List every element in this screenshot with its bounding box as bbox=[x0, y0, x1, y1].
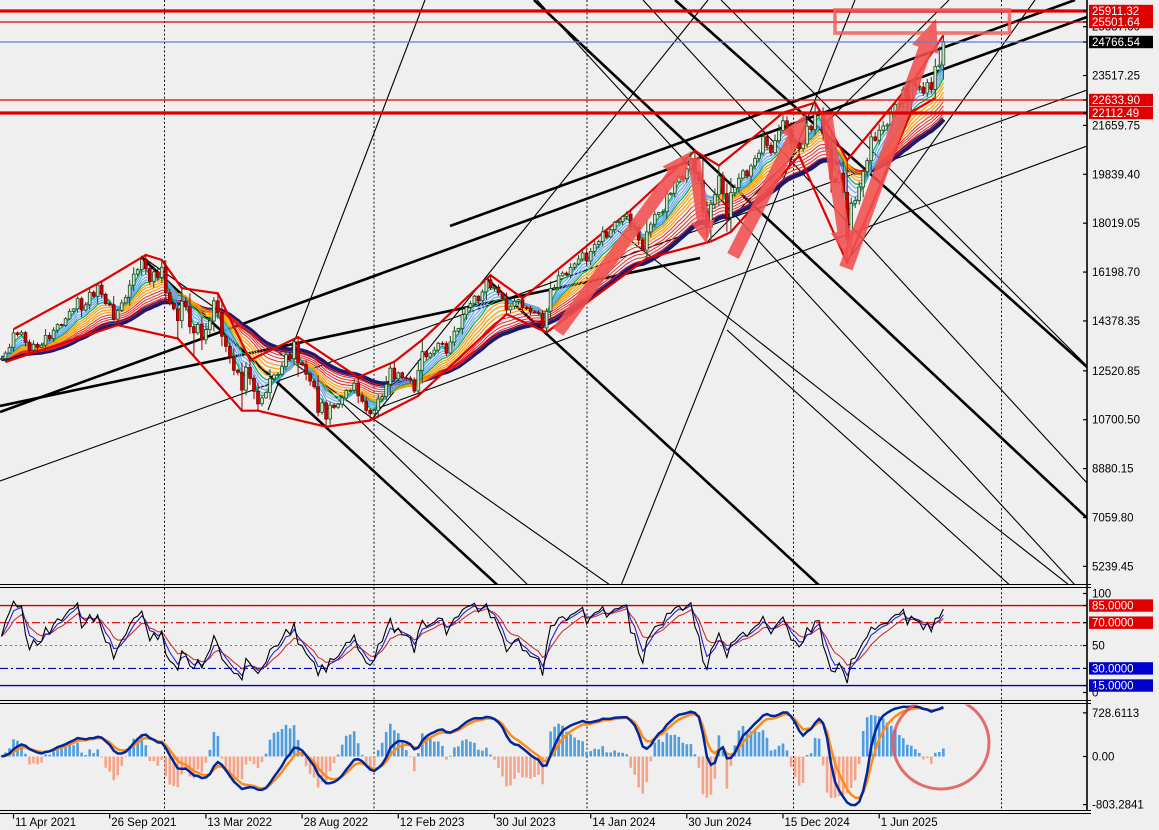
svg-text:25501.64: 25501.64 bbox=[1092, 17, 1141, 29]
svg-text:13 Mar 2022: 13 Mar 2022 bbox=[207, 817, 272, 829]
svg-text:0: 0 bbox=[1092, 688, 1098, 700]
svg-text:26 Sep 2021: 26 Sep 2021 bbox=[111, 817, 176, 829]
svg-text:30 Jun 2024: 30 Jun 2024 bbox=[688, 817, 752, 829]
svg-text:22633.90: 22633.90 bbox=[1092, 95, 1140, 107]
svg-text:5239.45: 5239.45 bbox=[1092, 561, 1134, 573]
svg-text:22112.49: 22112.49 bbox=[1092, 108, 1139, 120]
svg-text:0.00: 0.00 bbox=[1092, 752, 1114, 764]
svg-text:11 Apr 2021: 11 Apr 2021 bbox=[15, 817, 76, 829]
svg-text:70.0000: 70.0000 bbox=[1092, 618, 1134, 630]
svg-text:23517.25: 23517.25 bbox=[1092, 71, 1140, 83]
svg-text:8880.15: 8880.15 bbox=[1092, 464, 1134, 476]
svg-text:12520.85: 12520.85 bbox=[1092, 366, 1140, 378]
svg-text:21659.75: 21659.75 bbox=[1092, 120, 1140, 132]
svg-text:12 Feb 2023: 12 Feb 2023 bbox=[400, 817, 465, 829]
svg-text:18019.05: 18019.05 bbox=[1092, 218, 1140, 230]
svg-text:7059.80: 7059.80 bbox=[1092, 512, 1134, 524]
svg-text:24766.54: 24766.54 bbox=[1092, 37, 1141, 49]
svg-text:1 Jun 2025: 1 Jun 2025 bbox=[881, 817, 938, 829]
svg-text:85.0000: 85.0000 bbox=[1092, 601, 1134, 613]
svg-text:16198.70: 16198.70 bbox=[1092, 267, 1140, 279]
svg-text:15.0000: 15.0000 bbox=[1092, 681, 1134, 693]
svg-text:14 Jan 2024: 14 Jan 2024 bbox=[592, 817, 656, 829]
svg-text:30 Jul 2023: 30 Jul 2023 bbox=[496, 817, 555, 829]
svg-text:25911.32: 25911.32 bbox=[1092, 6, 1139, 18]
svg-text:28 Aug 2022: 28 Aug 2022 bbox=[304, 817, 369, 829]
svg-text:50: 50 bbox=[1092, 641, 1105, 653]
svg-text:15 Dec 2024: 15 Dec 2024 bbox=[785, 817, 851, 829]
svg-text:100: 100 bbox=[1092, 589, 1111, 601]
svg-text:14378.35: 14378.35 bbox=[1092, 316, 1140, 328]
svg-text:-803.2841: -803.2841 bbox=[1092, 800, 1144, 812]
svg-text:30.0000: 30.0000 bbox=[1092, 663, 1134, 675]
svg-text:19839.40: 19839.40 bbox=[1092, 169, 1140, 181]
svg-text:728.6113: 728.6113 bbox=[1092, 708, 1139, 720]
svg-text:10700.50: 10700.50 bbox=[1092, 415, 1140, 427]
